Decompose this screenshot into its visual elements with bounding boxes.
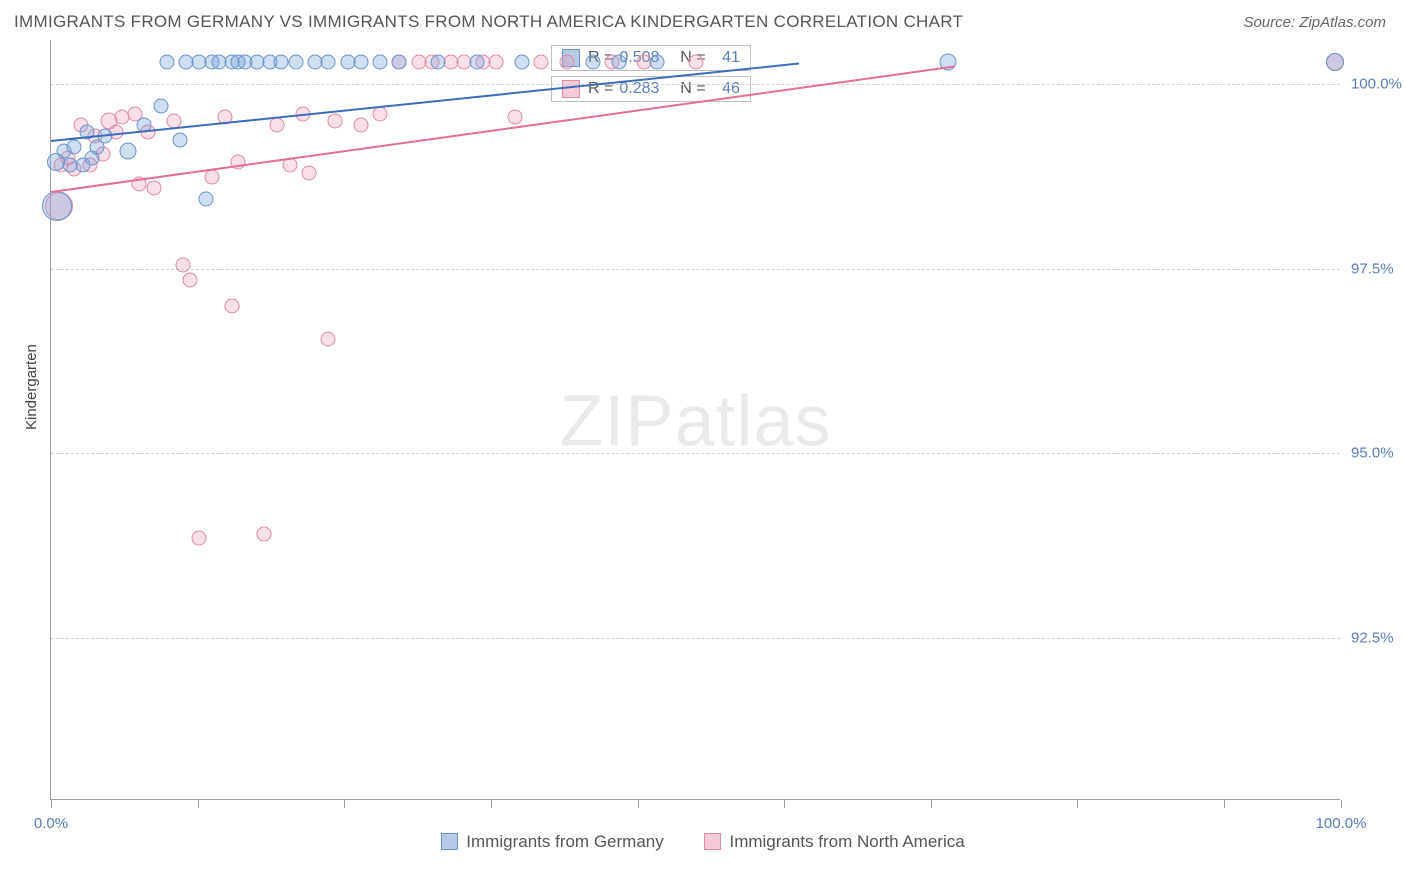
data-point bbox=[489, 55, 504, 70]
data-point bbox=[689, 55, 704, 70]
x-tick bbox=[51, 800, 52, 808]
data-point bbox=[353, 55, 368, 70]
gridline bbox=[51, 638, 1340, 639]
y-tick-label: 92.5% bbox=[1351, 629, 1394, 646]
data-point bbox=[321, 55, 336, 70]
data-point bbox=[175, 258, 190, 273]
x-tick bbox=[198, 800, 199, 808]
data-point bbox=[153, 99, 168, 114]
y-tick-label: 100.0% bbox=[1351, 76, 1402, 93]
swatch-pink-icon bbox=[562, 80, 580, 98]
data-point bbox=[67, 139, 82, 154]
chart-title: IMMIGRANTS FROM GERMANY VS IMMIGRANTS FR… bbox=[14, 12, 963, 32]
legend-swatch-blue-icon bbox=[441, 833, 458, 850]
data-point bbox=[147, 180, 162, 195]
gridline bbox=[51, 453, 1340, 454]
data-point bbox=[431, 55, 446, 70]
data-point bbox=[256, 527, 271, 542]
data-point bbox=[269, 117, 284, 132]
data-point bbox=[198, 191, 213, 206]
data-point bbox=[192, 531, 207, 546]
x-tick bbox=[344, 800, 345, 808]
data-point bbox=[585, 55, 600, 70]
legend-label-pink: Immigrants from North America bbox=[729, 832, 964, 851]
source-attribution: Source: ZipAtlas.com bbox=[1243, 14, 1386, 31]
data-point bbox=[120, 142, 137, 159]
gridline bbox=[51, 269, 1340, 270]
x-tick-label: 0.0% bbox=[34, 815, 68, 832]
x-tick bbox=[784, 800, 785, 808]
data-point bbox=[611, 55, 626, 70]
y-tick-label: 95.0% bbox=[1351, 445, 1394, 462]
watermark: ZIPatlas bbox=[559, 380, 831, 462]
x-tick bbox=[1077, 800, 1078, 808]
data-point bbox=[42, 191, 72, 221]
data-point bbox=[650, 55, 665, 70]
legend-label-blue: Immigrants from Germany bbox=[466, 832, 663, 851]
data-point bbox=[372, 106, 387, 121]
x-tick bbox=[1341, 800, 1342, 808]
data-point bbox=[327, 114, 342, 129]
gridline bbox=[51, 84, 1340, 85]
data-point bbox=[560, 55, 575, 70]
data-point bbox=[514, 55, 529, 70]
legend-swatch-pink-icon bbox=[704, 833, 721, 850]
legend: Immigrants from Germany Immigrants from … bbox=[0, 832, 1406, 852]
data-point bbox=[469, 55, 484, 70]
x-tick bbox=[1224, 800, 1225, 808]
data-point bbox=[372, 55, 387, 70]
data-point bbox=[353, 117, 368, 132]
data-point bbox=[173, 132, 188, 147]
x-tick bbox=[491, 800, 492, 808]
data-point bbox=[160, 55, 175, 70]
x-tick bbox=[638, 800, 639, 808]
x-tick-label: 100.0% bbox=[1316, 815, 1367, 832]
data-point bbox=[1326, 53, 1344, 71]
x-tick bbox=[931, 800, 932, 808]
data-point bbox=[534, 55, 549, 70]
data-point bbox=[508, 110, 523, 125]
data-point bbox=[273, 55, 288, 70]
data-point bbox=[183, 272, 198, 287]
y-axis-title: Kindergarten bbox=[23, 344, 40, 430]
data-point bbox=[321, 331, 336, 346]
y-tick-label: 97.5% bbox=[1351, 260, 1394, 277]
data-point bbox=[224, 298, 239, 313]
scatter-plot: ZIPatlas R = 0.508 N = 41 R = 0.283 N = … bbox=[50, 40, 1340, 800]
data-point bbox=[289, 55, 304, 70]
data-point bbox=[392, 55, 407, 70]
data-point bbox=[302, 165, 317, 180]
